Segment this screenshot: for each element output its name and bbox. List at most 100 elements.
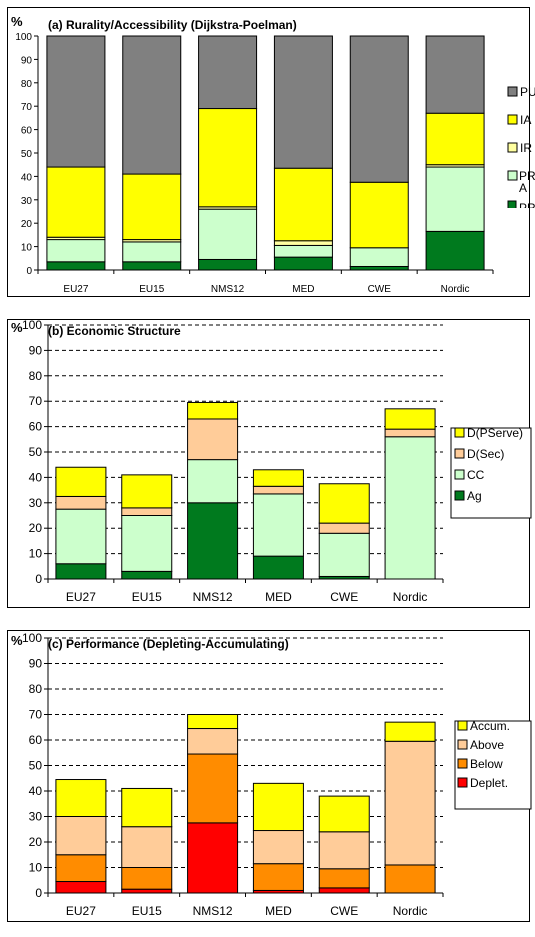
bar-segment-ag-eu27: [55, 563, 107, 580]
bar-segment-below-nordic: [384, 864, 436, 894]
legend-swatch: [457, 720, 468, 731]
legend-label: IR: [520, 141, 532, 155]
y-tick-label: 10: [29, 547, 43, 561]
legend-label: PU: [520, 85, 535, 99]
bar-segment-pr-a-eu27: [46, 239, 106, 263]
bar-segment-ia-nordic: [425, 112, 485, 166]
y-tick-label: 10: [29, 861, 43, 875]
legend-label: Ag: [467, 489, 482, 503]
y-tick-label: 0: [35, 886, 42, 900]
legend-label: Above: [470, 738, 504, 752]
bar-segment-pu-eu15: [122, 35, 182, 175]
legend-swatch: [507, 200, 517, 208]
chart-title: (b) Economic Structure: [48, 324, 181, 338]
bar-segment-d-pserve--nordic: [384, 408, 436, 430]
y-tick-label: 80: [29, 369, 43, 383]
legend-swatch: [507, 170, 518, 181]
bar-segment-d-pserve--med: [252, 469, 304, 487]
legend-label: CC: [467, 468, 485, 482]
bar-segment-pu-eu27: [46, 35, 106, 168]
bar-segment-above-med: [252, 830, 304, 865]
bar-segment-accum--nordic: [384, 721, 436, 742]
bar-segment-above-eu15: [121, 826, 173, 868]
y-tick-label: 100: [22, 318, 42, 332]
chart-panel-economic-structure: 0 10 20 30 40 50 60 70 80 90 100 EU27 EU15 NMS12 MED CW…: [7, 318, 532, 608]
legend-swatch: [457, 739, 468, 750]
x-category-label: Nordic: [393, 590, 428, 604]
y-tick-label: 0: [26, 266, 32, 277]
bar-segment-accum--cwe: [318, 795, 370, 833]
bar-segment-below-eu15: [121, 867, 173, 890]
legend-swatch: [457, 777, 468, 788]
bar-segment-pu-med: [273, 35, 333, 169]
y-tick-label: 90: [29, 657, 43, 671]
legend-swatch: [507, 86, 518, 97]
bar-segment-ia-cwe: [349, 181, 409, 249]
bar-segment-d-sec--eu27: [55, 495, 107, 510]
bar-segment-deplet--cwe: [318, 887, 370, 894]
bar-segment-d-sec--cwe: [318, 522, 370, 534]
bar-segment-d-sec--nms12: [187, 418, 239, 461]
legend-label: D(Sec): [467, 447, 504, 461]
x-category-label: EU15: [139, 284, 164, 295]
bar-segment-above-cwe: [318, 831, 370, 870]
bar-segment-pr-nordic: [425, 230, 485, 271]
y-tick-label: 10: [21, 243, 33, 254]
bar-segment-pu-nms12: [198, 35, 258, 110]
bar-segment-ia-eu15: [122, 173, 182, 241]
bar-segment-accum--eu15: [121, 787, 173, 828]
x-category-label: CWE: [330, 904, 358, 918]
legend-swatch: [454, 490, 465, 501]
x-category-label: CWE: [330, 590, 358, 604]
chart-panel-rurality: 0 10 20 30 40 50 60 70 80 90 100 EU27 EU15 NMS12 MED CW…: [7, 7, 535, 297]
x-category-label: EU27: [66, 904, 96, 918]
y-tick-label: 60: [21, 126, 33, 137]
y-tick-label: 100: [15, 32, 32, 43]
y-tick-label: 0: [35, 572, 42, 586]
y-tick-label: 90: [21, 55, 33, 66]
y-axis-label: %: [11, 320, 23, 335]
bar-segment-cc-cwe: [318, 532, 370, 577]
y-axis-label: %: [11, 633, 23, 648]
bar-segment-pr-a-med: [273, 244, 333, 258]
bar-segment-above-eu27: [55, 816, 107, 856]
x-category-label: NMS12: [193, 590, 233, 604]
legend-swatch: [507, 142, 518, 153]
y-tick-label: 50: [21, 149, 33, 160]
bar-segment-ag-eu15: [121, 570, 173, 580]
bar-segment-pr-cwe: [349, 265, 409, 271]
y-tick-label: 20: [29, 521, 43, 535]
x-category-label: Nordic: [393, 904, 428, 918]
bar-segment-pr-eu27: [46, 261, 106, 271]
legend-swatch: [454, 427, 465, 438]
bar-segment-d-sec--med: [252, 485, 304, 495]
legend-label: PR A: [519, 169, 535, 195]
x-category-label: MED: [265, 904, 292, 918]
y-tick-label: 90: [29, 343, 43, 357]
y-tick-label: 70: [29, 708, 43, 722]
x-category-label: NMS12: [211, 284, 245, 295]
y-tick-label: 40: [21, 172, 33, 183]
chart-svg-a: 0 10 20 30 40 50 60 70 80 90 100 EU27 EU15 NMS12 MED CW…: [11, 14, 535, 295]
legend: D(PServe) D(Sec) CC Ag: [454, 426, 523, 503]
x-category-label: MED: [265, 590, 292, 604]
y-tick-label: 30: [21, 196, 33, 207]
x-category-label: NMS12: [193, 904, 233, 918]
chart-title: (c) Performance (Depleting-Accumulating): [48, 637, 289, 651]
bar-segment-pr-nms12: [198, 258, 258, 271]
bar-segment-ag-nms12: [187, 502, 239, 580]
legend-label: D(PServe): [467, 426, 523, 440]
x-category-label: EU15: [132, 590, 162, 604]
x-category-label: EU27: [63, 284, 88, 295]
bar-segment-accum--nms12: [187, 714, 239, 730]
bar-segment-pr-eu15: [122, 261, 182, 271]
bar-segment-d-sec--nordic: [384, 428, 436, 438]
bar-segment-pr-a-cwe: [349, 247, 409, 267]
chart-svg-b: 0 10 20 30 40 50 60 70 80 90 100 EU27 EU15 NMS12 MED CW…: [11, 318, 532, 604]
y-tick-label: 80: [29, 682, 43, 696]
legend-swatch: [454, 448, 465, 459]
legend-label: Accum.: [470, 719, 510, 733]
bar-segment-below-cwe: [318, 868, 370, 889]
y-tick-label: 70: [29, 394, 43, 408]
bar-segment-ir-med: [273, 240, 333, 246]
